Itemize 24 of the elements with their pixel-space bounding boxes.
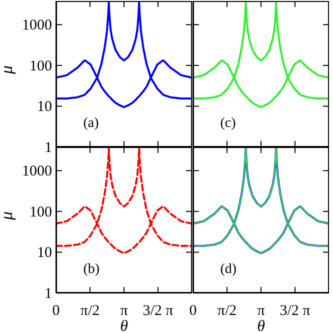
x-tick-label: 0 (52, 303, 60, 319)
y-tick-label: 1 (44, 286, 52, 302)
x-tick-label: 3/2 π (280, 303, 311, 319)
x-tick-label: 3/2 π (142, 303, 174, 319)
annotation: (d) (220, 262, 237, 278)
x-axis-title: θ (257, 318, 266, 333)
x-tick-label: 0 (189, 303, 197, 319)
annotation: (b) (83, 262, 100, 278)
y-tick-label: 10 (37, 245, 52, 262)
y-tick-label: 10 (37, 99, 52, 116)
y-tick-label: 100 (30, 58, 52, 74)
annotation: (c) (220, 116, 236, 132)
y-tick-label: 1000 (22, 164, 52, 180)
x-tick-label: π (120, 303, 128, 319)
annotation: (a) (83, 116, 99, 132)
x-axis-title: θ (120, 318, 128, 333)
x-tick-label: π (257, 303, 266, 319)
y-axis-title: μ (0, 211, 16, 221)
y-tick-label: 100 (30, 204, 52, 220)
x-tick-label: π/2 (80, 303, 100, 319)
y-axis-title: μ (0, 65, 16, 75)
x-tick-label: π/2 (217, 303, 237, 319)
y-tick-label: 1 (44, 140, 52, 156)
y-tick-label: 1000 (22, 18, 52, 34)
